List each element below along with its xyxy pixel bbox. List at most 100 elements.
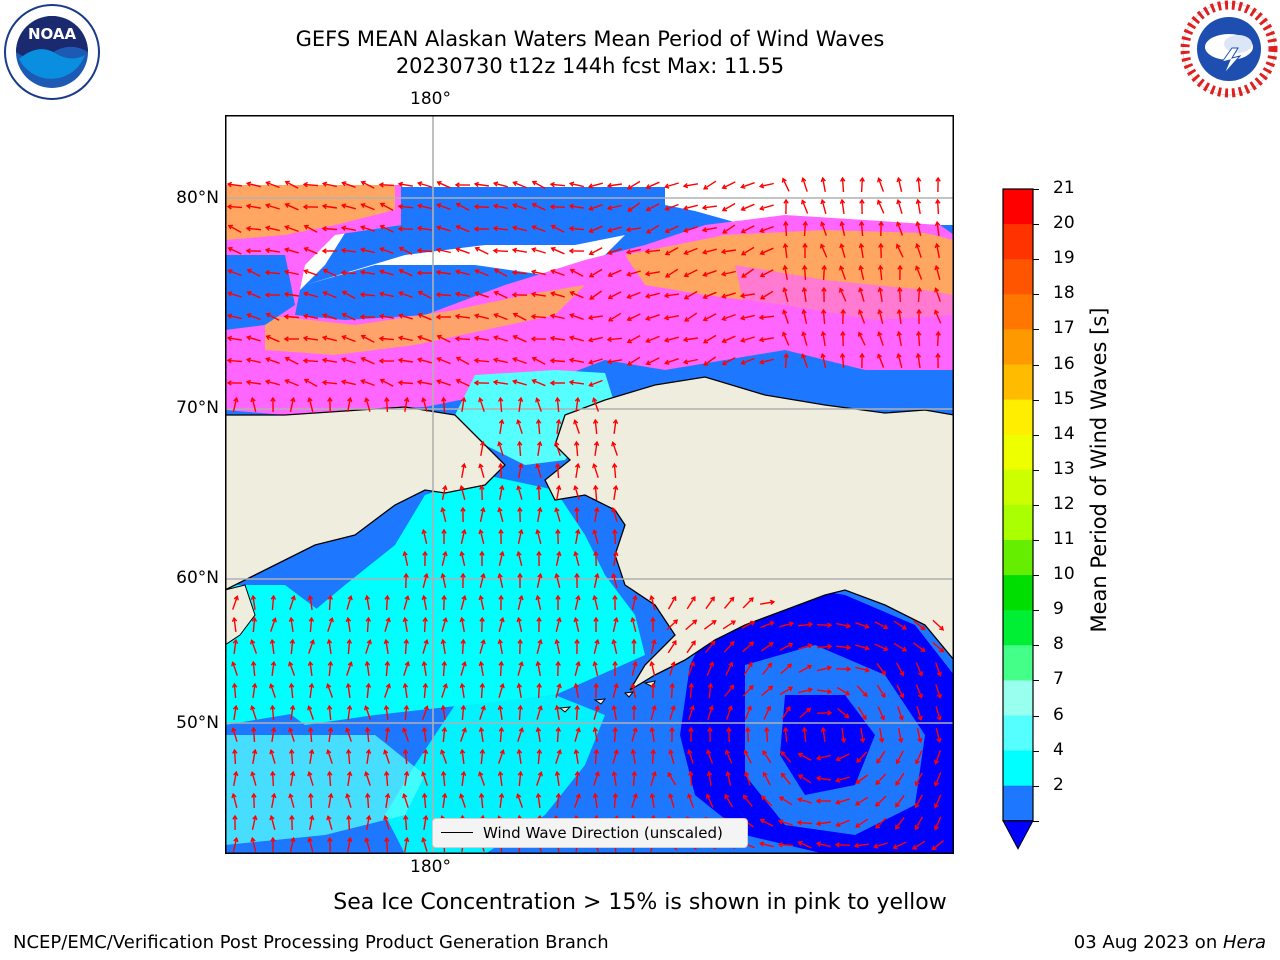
wind-wave-arrow xyxy=(613,485,617,501)
colorbar-tick-mark xyxy=(1033,610,1039,612)
wind-wave-arrowhead xyxy=(613,682,619,689)
wind-wave-arrow xyxy=(593,662,599,676)
colorbar-segment xyxy=(1003,259,1033,295)
wind-wave-arrowhead xyxy=(854,800,861,806)
wind-wave-arrow xyxy=(896,662,904,676)
wind-wave-arrowhead xyxy=(440,506,446,513)
wind-wave-arrow xyxy=(403,794,409,808)
land-alaska xyxy=(544,376,954,691)
wind-wave-arrow xyxy=(517,420,523,434)
wind-wave-arrowhead xyxy=(788,642,794,648)
colorbar-segment xyxy=(1003,540,1033,576)
wind-wave-arrowhead xyxy=(593,550,599,556)
wind-wave-arrowhead xyxy=(721,338,727,344)
wind-wave-arrow xyxy=(551,225,565,233)
wind-wave-arrow xyxy=(347,771,351,787)
wind-wave-arrow xyxy=(664,315,680,319)
wind-wave-arrowhead xyxy=(283,313,289,320)
wind-wave-arrowhead xyxy=(499,484,505,491)
lat-label-70: 70°N xyxy=(176,398,219,418)
wind-wave-arrow xyxy=(342,182,356,188)
wind-wave-arrowhead xyxy=(880,692,886,699)
wind-wave-arrow xyxy=(725,750,733,764)
wind-wave-arrowhead xyxy=(328,617,334,623)
wind-wave-arrowhead xyxy=(670,705,676,711)
wind-wave-arrowhead xyxy=(573,616,579,623)
wind-wave-arrow xyxy=(645,249,661,253)
wind-wave-arrow xyxy=(380,379,394,387)
wind-wave-arrow xyxy=(422,530,428,544)
wind-wave-arrowhead xyxy=(498,528,504,534)
wind-wave-arrow xyxy=(385,837,389,853)
wind-wave-arrowhead xyxy=(327,396,333,402)
wind-wave-arrow xyxy=(895,794,905,808)
wind-wave-arrow xyxy=(460,552,466,566)
wind-wave-arrow xyxy=(613,771,617,787)
wind-wave-arrow xyxy=(290,749,294,765)
wind-wave-arrowhead xyxy=(607,227,613,233)
wind-wave-arrow xyxy=(608,269,622,277)
wind-wave-arrow xyxy=(855,796,869,806)
wind-wave-arrowhead xyxy=(251,792,257,798)
wind-wave-arrow xyxy=(460,662,466,676)
wind-wave-arrowhead xyxy=(384,594,390,600)
wind-wave-arrowhead xyxy=(497,441,503,447)
wind-wave-arrow xyxy=(855,774,869,784)
wind-wave-arrowhead xyxy=(227,224,233,230)
wind-wave-arrow xyxy=(309,595,313,611)
wind-wave-arrowhead xyxy=(777,841,783,848)
wind-wave-arrow xyxy=(608,312,622,322)
wind-wave-arrow xyxy=(645,271,661,275)
wind-wave-arrow xyxy=(252,683,256,699)
wind-wave-arrowhead xyxy=(769,599,776,606)
wind-wave-arrow xyxy=(801,200,809,214)
wind-wave-arrow xyxy=(366,595,370,611)
wind-wave-arrowhead xyxy=(454,182,460,188)
wind-wave-arrowhead xyxy=(535,528,541,535)
wind-wave-arrow xyxy=(857,706,867,720)
wind-wave-arrow xyxy=(461,617,465,633)
wind-wave-arrowhead xyxy=(460,506,466,512)
wind-wave-arrow xyxy=(284,293,300,297)
wind-wave-arrowhead xyxy=(227,291,233,297)
wind-wave-arrow xyxy=(570,381,584,385)
wind-wave-arrow xyxy=(726,772,732,786)
wind-wave-arrow xyxy=(779,820,793,826)
wind-wave-arrowhead xyxy=(442,550,448,557)
wind-wave-arrowhead xyxy=(341,335,347,341)
wind-wave-arrowhead xyxy=(855,779,861,784)
wind-wave-arrow xyxy=(493,205,509,209)
wind-wave-arrow xyxy=(347,684,351,698)
wind-wave-arrowhead xyxy=(625,226,632,233)
wind-wave-arrowhead xyxy=(497,770,504,776)
wind-wave-arrowhead xyxy=(758,314,764,321)
wind-wave-arrow xyxy=(575,683,579,699)
wind-wave-arrowhead xyxy=(479,550,485,556)
wind-wave-arrow xyxy=(403,662,409,676)
wind-wave-arrow xyxy=(626,227,642,231)
wind-wave-arrowhead xyxy=(801,199,807,205)
wind-wave-arrow xyxy=(570,314,584,320)
wind-wave-arrow xyxy=(322,359,338,363)
wind-wave-arrowhead xyxy=(378,335,384,342)
wind-wave-arrow xyxy=(404,617,408,633)
wind-wave-arrow xyxy=(779,643,793,651)
wind-wave-arrow xyxy=(574,596,580,610)
wind-wave-arrow xyxy=(836,776,850,782)
wind-wave-arrowhead xyxy=(359,247,366,253)
colorbar-segment xyxy=(1003,469,1033,506)
wind-wave-arrow xyxy=(460,728,466,742)
wind-wave-arrowhead xyxy=(632,594,638,601)
wind-wave-arrow xyxy=(688,750,694,764)
wind-wave-arrowhead xyxy=(588,272,595,278)
wind-wave-arrowhead xyxy=(417,312,423,318)
wind-wave-arrow xyxy=(646,314,660,320)
wind-wave-arrowhead xyxy=(345,748,352,754)
wind-wave-arrow xyxy=(703,248,717,254)
wind-wave-arrowhead xyxy=(442,484,448,491)
wind-wave-arrow xyxy=(550,183,566,187)
wind-wave-arrow xyxy=(589,182,603,188)
wind-wave-arrowhead xyxy=(815,820,821,827)
wind-wave-arrowhead xyxy=(308,616,315,622)
wind-wave-arrowhead xyxy=(322,291,328,297)
